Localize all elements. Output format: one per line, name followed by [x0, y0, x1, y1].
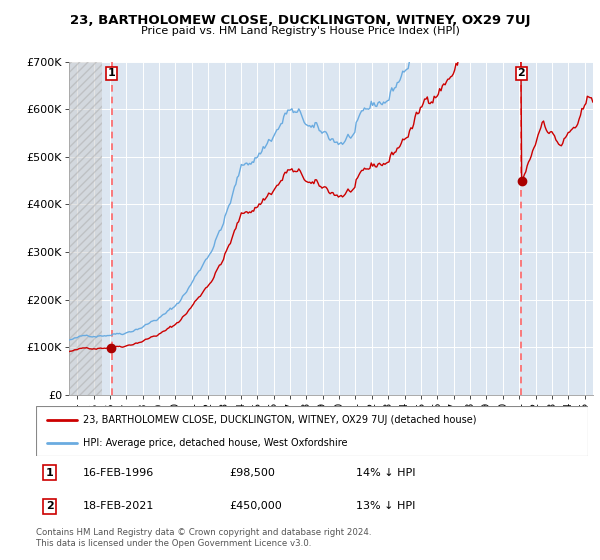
- Text: 13% ↓ HPI: 13% ↓ HPI: [356, 501, 416, 511]
- Text: Price paid vs. HM Land Registry's House Price Index (HPI): Price paid vs. HM Land Registry's House …: [140, 26, 460, 36]
- Text: 2: 2: [517, 68, 525, 78]
- Text: 1: 1: [46, 468, 53, 478]
- Text: £450,000: £450,000: [229, 501, 282, 511]
- Text: 1: 1: [108, 68, 116, 78]
- Text: HPI: Average price, detached house, West Oxfordshire: HPI: Average price, detached house, West…: [83, 438, 347, 448]
- Text: 18-FEB-2021: 18-FEB-2021: [83, 501, 154, 511]
- Text: 16-FEB-1996: 16-FEB-1996: [83, 468, 154, 478]
- Text: Contains HM Land Registry data © Crown copyright and database right 2024.
This d: Contains HM Land Registry data © Crown c…: [36, 528, 371, 548]
- Text: 14% ↓ HPI: 14% ↓ HPI: [356, 468, 416, 478]
- Text: 23, BARTHOLOMEW CLOSE, DUCKLINGTON, WITNEY, OX29 7UJ (detached house): 23, BARTHOLOMEW CLOSE, DUCKLINGTON, WITN…: [83, 415, 476, 425]
- Text: 23, BARTHOLOMEW CLOSE, DUCKLINGTON, WITNEY, OX29 7UJ: 23, BARTHOLOMEW CLOSE, DUCKLINGTON, WITN…: [70, 14, 530, 27]
- Text: 2: 2: [46, 501, 53, 511]
- Text: £98,500: £98,500: [229, 468, 275, 478]
